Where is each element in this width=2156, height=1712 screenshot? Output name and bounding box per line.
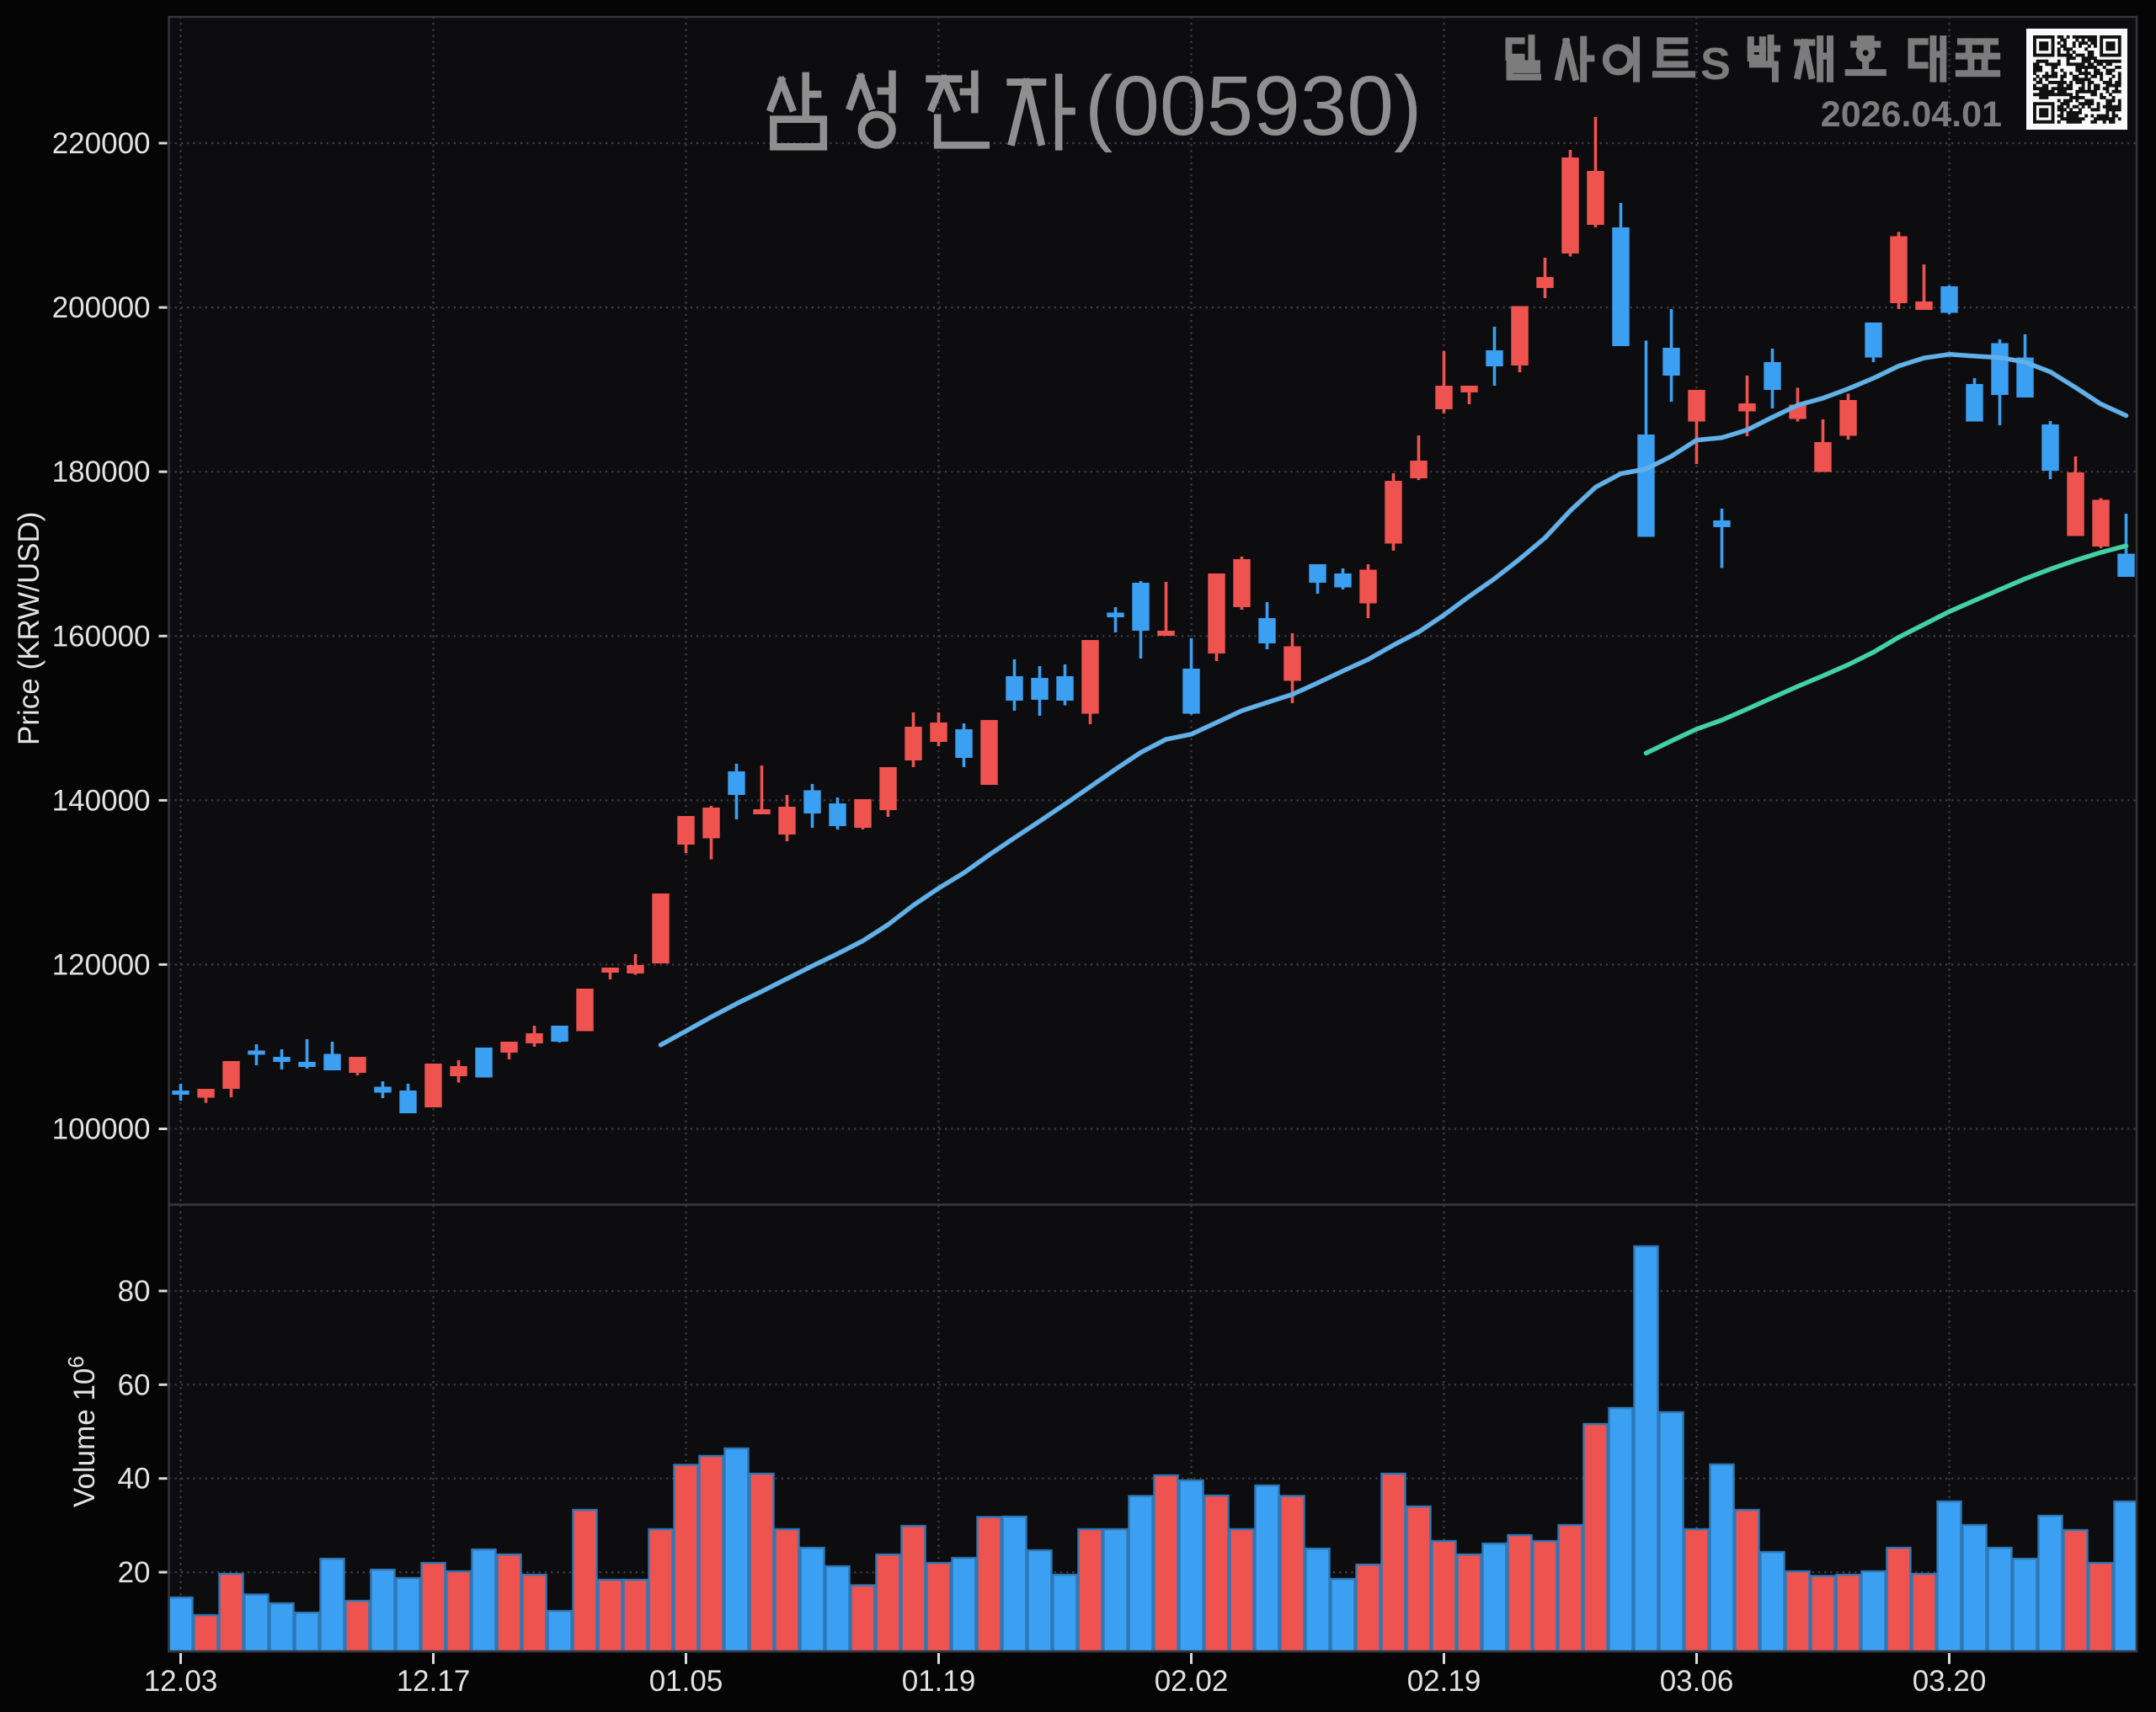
svg-text:200000: 200000 (52, 291, 151, 324)
svg-text:12.03: 12.03 (144, 1665, 218, 1698)
svg-text:02.19: 02.19 (1407, 1665, 1481, 1698)
svg-text:220000: 220000 (52, 127, 151, 160)
svg-text:01.19: 01.19 (902, 1665, 976, 1698)
svg-text:20: 20 (118, 1556, 151, 1589)
svg-text:Volume 106: Volume 106 (63, 1356, 101, 1507)
svg-text:S: S (1700, 39, 1731, 89)
svg-text:2026.04.01: 2026.04.01 (1821, 94, 2002, 135)
svg-text:Price (KRW/USD): Price (KRW/USD) (13, 512, 45, 745)
svg-text:100000: 100000 (52, 1113, 151, 1146)
svg-text:01.05: 01.05 (649, 1665, 723, 1698)
svg-text:180000: 180000 (52, 456, 151, 488)
svg-text:140000: 140000 (52, 784, 151, 817)
svg-text:03.06: 03.06 (1660, 1665, 1734, 1698)
svg-text:02.02: 02.02 (1155, 1665, 1229, 1698)
svg-text:40: 40 (118, 1463, 151, 1496)
svg-text:160000: 160000 (52, 620, 151, 653)
svg-text:120000: 120000 (52, 948, 151, 981)
svg-text:60: 60 (118, 1368, 151, 1401)
svg-text:(005930): (005930) (1085, 59, 1422, 153)
svg-text:03.20: 03.20 (1913, 1665, 1987, 1698)
svg-text:12.17: 12.17 (397, 1665, 471, 1698)
svg-text:80: 80 (118, 1275, 151, 1308)
